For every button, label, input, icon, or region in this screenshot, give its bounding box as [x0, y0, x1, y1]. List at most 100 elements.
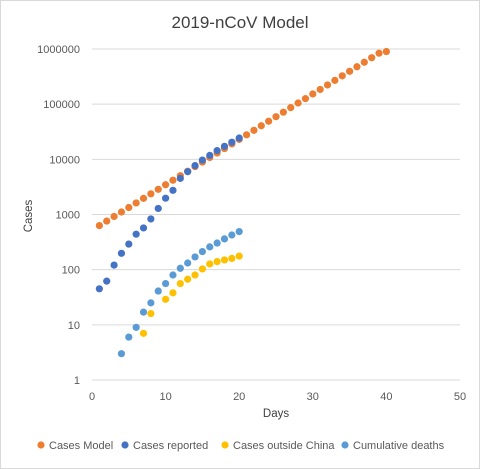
data-point	[287, 104, 295, 112]
x-tick-label: 10	[159, 391, 171, 403]
legend-label: Cases outside China	[233, 440, 335, 452]
data-point	[110, 261, 118, 269]
data-point	[154, 204, 162, 213]
legend-item: Cumulative deaths	[341, 440, 445, 452]
data-point	[338, 72, 346, 80]
y-axis-title: Cases	[23, 199, 35, 232]
data-point	[228, 138, 236, 146]
data-point	[323, 81, 332, 89]
data-point	[228, 231, 236, 239]
data-point	[206, 260, 214, 268]
data-point	[169, 176, 177, 184]
data-point	[272, 113, 280, 121]
data-point	[228, 254, 236, 263]
data-points	[95, 47, 390, 358]
data-point	[162, 181, 170, 189]
data-point	[103, 277, 111, 285]
data-point	[169, 289, 177, 297]
data-point	[184, 259, 192, 267]
data-point	[198, 265, 206, 273]
legend-label: Cases reported	[133, 440, 208, 452]
data-point	[147, 309, 155, 318]
data-point	[162, 295, 170, 303]
x-tick-label: 50	[454, 391, 466, 403]
y-tick-label: 100	[62, 265, 80, 277]
data-point	[220, 256, 229, 264]
data-point	[162, 194, 170, 202]
data-point	[132, 323, 140, 331]
data-point	[213, 258, 221, 266]
data-point	[250, 126, 258, 134]
data-point	[184, 168, 192, 176]
data-point	[265, 117, 273, 125]
data-point	[176, 279, 184, 288]
data-point	[132, 199, 140, 207]
data-point	[139, 329, 148, 337]
x-tick-label: 0	[89, 391, 95, 403]
data-point	[95, 285, 103, 293]
data-point	[176, 174, 184, 182]
x-tick-label: 40	[380, 391, 392, 403]
data-point	[154, 287, 162, 295]
data-point	[375, 49, 383, 57]
data-point	[147, 190, 155, 198]
data-point	[198, 156, 206, 164]
data-point	[147, 299, 155, 307]
series-cases-reported	[95, 134, 243, 293]
data-point	[139, 194, 148, 202]
data-point	[382, 47, 390, 56]
data-point	[95, 221, 103, 230]
data-point	[125, 333, 133, 341]
data-point	[206, 243, 214, 251]
data-point	[213, 239, 221, 247]
data-point	[191, 271, 199, 279]
data-point	[220, 142, 229, 150]
series-cases-model	[95, 47, 390, 230]
data-point	[235, 134, 243, 142]
data-point	[206, 151, 214, 159]
legend-marker	[37, 441, 45, 449]
x-tick-label: 30	[307, 391, 319, 403]
legend-item: Cases reported	[121, 440, 208, 452]
y-tick-label: 1	[74, 375, 80, 387]
legend: Cases Model Cases reported Cases outside C…	[37, 440, 445, 452]
y-tick-label: 1000000	[37, 44, 80, 56]
gridlines	[92, 48, 460, 381]
legend-marker	[341, 441, 349, 449]
legend-label: Cumulative deaths	[353, 440, 445, 452]
data-point	[353, 63, 361, 71]
x-tick-label: 20	[233, 391, 245, 403]
data-point	[139, 224, 148, 232]
data-point	[147, 215, 155, 223]
data-point	[176, 264, 184, 272]
x-axis-ticks: 0 10 20 30 40 50	[89, 391, 466, 403]
data-point	[117, 350, 126, 358]
data-point	[360, 58, 368, 66]
legend-label: Cases Model	[49, 440, 113, 452]
chart-title: 2019-nCoV Model	[171, 13, 308, 32]
series-cases-outside-china	[139, 252, 243, 337]
data-point	[235, 227, 243, 236]
y-axis-ticks: 1 10 100 1000 10000 100000 1000000	[37, 44, 80, 387]
legend-item: Cases outside China	[221, 440, 335, 452]
legend-item: Cases Model	[37, 440, 113, 452]
data-point	[301, 95, 310, 103]
data-point	[169, 186, 177, 194]
data-point	[331, 76, 339, 84]
data-point	[294, 99, 302, 107]
data-point	[368, 54, 376, 62]
data-point	[117, 208, 126, 216]
series-cumulative-deaths	[117, 227, 243, 358]
data-point	[316, 85, 324, 94]
data-point	[213, 147, 221, 155]
data-point	[242, 131, 251, 139]
data-point	[184, 275, 192, 283]
data-point	[162, 279, 170, 288]
legend-marker	[221, 441, 229, 449]
data-point	[191, 253, 199, 261]
y-tick-label: 1000	[56, 210, 80, 222]
y-tick-label: 100000	[43, 99, 80, 111]
data-point	[117, 249, 126, 257]
data-point	[125, 203, 133, 212]
